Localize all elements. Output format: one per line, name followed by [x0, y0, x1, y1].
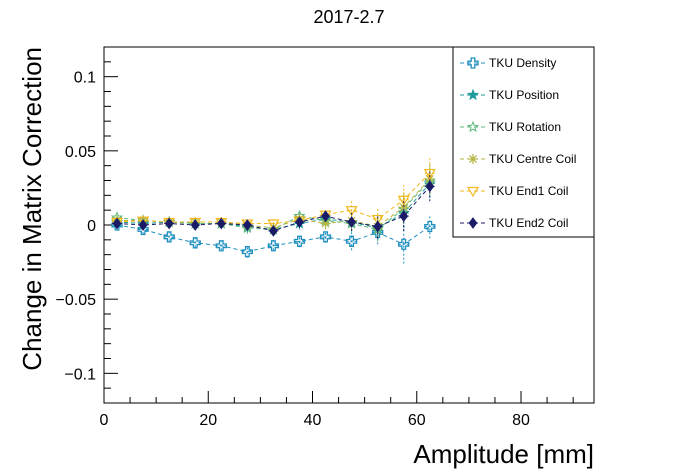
data-point: [267, 240, 280, 252]
data-point: [371, 214, 384, 226]
x-tick-label: 80: [512, 412, 530, 429]
legend-entry: TKU End2 Coil: [460, 216, 568, 230]
data-point: [397, 195, 410, 206]
legend-label: TKU End1 Coil: [489, 184, 568, 198]
legend-marker: [468, 154, 478, 164]
data-point: [399, 210, 409, 222]
data-point: [137, 216, 150, 227]
legend-entry: TKU Rotation: [460, 120, 561, 134]
x-axis-label: Amplitude [mm]: [413, 439, 594, 469]
data-point: [295, 216, 304, 228]
legend-label: TKU Centre Coil: [489, 152, 576, 166]
legend-marker: [468, 217, 478, 229]
legend-marker: [466, 120, 480, 133]
legend-entry: TKU Density: [460, 56, 556, 70]
y-tick-label: −0.05: [56, 292, 97, 309]
x-tick-label: 20: [199, 412, 217, 429]
data-point: [319, 231, 332, 243]
legend: TKU Density TKU Position TKU Rotation TKU C…: [452, 46, 595, 238]
x-tick-label: 40: [304, 412, 322, 429]
legend-entry: TKU Position: [460, 88, 559, 102]
data-point: [293, 235, 306, 247]
data-point: [189, 237, 201, 249]
y-tick-label: 0.1: [74, 70, 96, 87]
data-point: [398, 238, 410, 250]
data-point: [163, 231, 175, 243]
series-tku-end2-coil: [112, 171, 435, 239]
data-point: [347, 216, 356, 228]
y-axis: −0.1 −0.05 0 0.05 0.1: [56, 61, 118, 389]
x-tick-label: 0: [100, 412, 109, 429]
legend-label: TKU Rotation: [489, 120, 561, 134]
y-tick-label: 0.05: [65, 144, 96, 161]
data-point: [190, 219, 200, 231]
legend-label: TKU Density: [489, 56, 556, 70]
data-point: [425, 180, 435, 193]
data-point: [345, 235, 358, 247]
y-axis-label: Change in Matrix Correction: [17, 47, 47, 371]
legend-marker: [466, 88, 480, 101]
legend-entry: TKU End1 Coil: [460, 184, 568, 198]
data-point: [215, 240, 227, 252]
y-tick-label: 0: [87, 218, 96, 235]
legend-label: TKU End2 Coil: [489, 216, 568, 230]
legend-label: TKU Position: [489, 88, 559, 102]
data-point: [241, 246, 254, 258]
data-point: [321, 210, 330, 222]
legend-marker: [466, 186, 480, 198]
data-point: [138, 219, 148, 231]
x-tick-label: 60: [408, 412, 426, 429]
data-point: [345, 206, 358, 217]
series-layer: [110, 158, 436, 264]
chart-title: 2017-2.7: [313, 7, 384, 27]
data-point: [373, 220, 383, 233]
data-point: [267, 219, 280, 230]
data-point: [242, 219, 252, 231]
x-axis: 0 20 40 60 80: [100, 391, 574, 429]
legend-box: [452, 46, 595, 238]
data-point: [269, 225, 278, 237]
data-point: [424, 220, 436, 233]
legend-entry: TKU Centre Coil: [460, 152, 576, 166]
data-point: [164, 217, 174, 230]
data-point: [112, 217, 122, 230]
data-point: [216, 217, 226, 230]
legend-marker: [467, 57, 479, 69]
data-point: [423, 168, 436, 180]
y-tick-label: −0.1: [64, 366, 96, 383]
data-point: [398, 202, 409, 213]
